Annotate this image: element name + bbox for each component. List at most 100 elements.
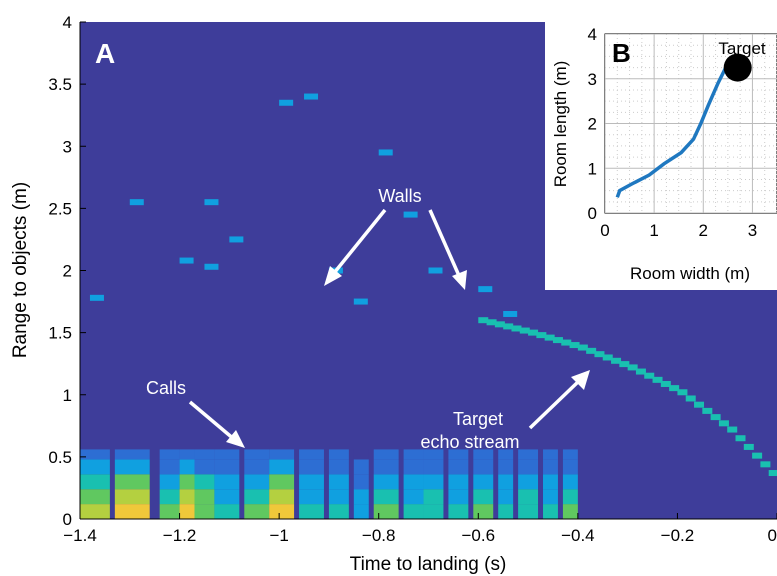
echo-stream-cell bbox=[519, 327, 530, 334]
call-cell bbox=[423, 474, 444, 490]
annotation-calls-text: Calls bbox=[146, 378, 186, 398]
call-cell bbox=[562, 489, 578, 505]
inset-x-tick-label: 0 bbox=[600, 221, 609, 240]
walls-arrow-left bbox=[328, 208, 387, 280]
call-cell bbox=[114, 474, 150, 490]
call-cell bbox=[498, 459, 514, 475]
call-cell bbox=[373, 474, 399, 490]
heatmap-cells bbox=[80, 93, 578, 519]
call-cell bbox=[299, 504, 324, 519]
echo-stream-cell bbox=[619, 361, 630, 368]
wall-echo-cell bbox=[279, 99, 294, 106]
call-cell bbox=[448, 459, 469, 475]
call-cell bbox=[403, 504, 424, 519]
call-cell bbox=[159, 459, 180, 475]
wall-echo-cell bbox=[304, 93, 319, 100]
call-cell bbox=[214, 459, 240, 475]
echo-stream-cell bbox=[694, 401, 705, 408]
call-cell bbox=[448, 504, 469, 519]
call-cell bbox=[80, 449, 110, 460]
echo-stream-cell bbox=[486, 319, 497, 326]
call-cell bbox=[403, 489, 424, 505]
y-tick-label: 3 bbox=[63, 137, 72, 156]
echo-stream-cell bbox=[586, 347, 597, 354]
call-cell bbox=[498, 474, 514, 490]
call-cell bbox=[373, 504, 399, 519]
call-cell bbox=[159, 474, 180, 490]
call-cell bbox=[543, 474, 558, 490]
call-cell bbox=[423, 449, 444, 460]
call-cell bbox=[114, 489, 150, 505]
target-arrow bbox=[528, 378, 582, 430]
inset-x-label: Room width (m) bbox=[630, 264, 750, 283]
annotation-target-echo: Target echo stream bbox=[420, 370, 590, 452]
echo-stream-cell bbox=[727, 426, 738, 433]
echo-stream-cell bbox=[652, 376, 663, 383]
call-cell bbox=[269, 449, 295, 460]
call-cell bbox=[328, 449, 349, 460]
call-cell bbox=[562, 449, 578, 460]
echo-stream-cell bbox=[768, 470, 777, 477]
echo-stream-cell bbox=[544, 334, 555, 341]
call-cell bbox=[518, 504, 539, 519]
call-cell bbox=[353, 459, 369, 475]
inset-y-tick-label: 1 bbox=[588, 159, 597, 178]
inset-y-ticks: 0 1 2 3 4 bbox=[588, 25, 597, 223]
echo-stream-cell bbox=[594, 351, 605, 358]
call-cell bbox=[159, 449, 180, 460]
echo-stream-cell bbox=[644, 372, 655, 379]
call-cell bbox=[214, 504, 240, 519]
call-cell bbox=[518, 489, 539, 505]
y-axis-ticks: 0 0.5 1 1.5 2 2.5 3 3.5 4 bbox=[48, 13, 86, 529]
echo-stream-cell bbox=[669, 385, 680, 392]
walls-arrow-left-head bbox=[324, 266, 342, 286]
echo-stream-cell bbox=[735, 435, 746, 442]
wall-echo-cell bbox=[503, 310, 518, 317]
call-cell bbox=[299, 449, 324, 460]
call-cell bbox=[114, 449, 150, 460]
call-cell bbox=[80, 474, 110, 490]
call-cell bbox=[244, 449, 270, 460]
call-cell bbox=[179, 504, 195, 519]
wall-echo-cell bbox=[229, 236, 244, 243]
call-cell bbox=[403, 449, 424, 460]
call-cell bbox=[194, 474, 215, 490]
call-cell bbox=[244, 489, 270, 505]
x-tick-label: −0.4 bbox=[561, 526, 595, 545]
call-cell bbox=[373, 489, 399, 505]
echo-stream-cells bbox=[478, 317, 777, 477]
call-cell bbox=[179, 459, 195, 475]
panel-b-label: B bbox=[612, 38, 631, 68]
annotation-calls: Calls bbox=[146, 378, 245, 448]
target-label: Target bbox=[718, 39, 766, 58]
call-cell bbox=[562, 474, 578, 490]
call-cell bbox=[498, 489, 514, 505]
call-cell bbox=[159, 504, 180, 519]
x-tick-label: −0.8 bbox=[362, 526, 396, 545]
x-tick-label: −1.4 bbox=[63, 526, 97, 545]
y-tick-label: 1.5 bbox=[48, 324, 72, 343]
call-cell bbox=[269, 489, 295, 505]
panel-a-label: A bbox=[95, 38, 115, 69]
call-cell bbox=[194, 489, 215, 505]
echo-stream-cell bbox=[677, 389, 688, 396]
wall-echo-cell bbox=[353, 298, 368, 305]
call-cell bbox=[473, 504, 494, 519]
call-cell bbox=[562, 504, 578, 519]
call-cell bbox=[244, 504, 270, 519]
call-cell bbox=[373, 449, 399, 460]
call-cell bbox=[403, 474, 424, 490]
call-cell bbox=[543, 459, 558, 475]
x-tick-label: −0.2 bbox=[661, 526, 695, 545]
wall-echo-cell bbox=[179, 257, 194, 264]
echo-stream-cell bbox=[660, 380, 671, 387]
annotation-target-line2: echo stream bbox=[420, 432, 519, 452]
call-cell bbox=[179, 489, 195, 505]
echo-stream-cell bbox=[743, 443, 754, 450]
call-cell bbox=[299, 489, 324, 505]
x-tick-label: −1.2 bbox=[163, 526, 197, 545]
inset-x-tick-label: 1 bbox=[649, 221, 658, 240]
call-cell bbox=[373, 459, 399, 475]
call-cell bbox=[244, 459, 270, 475]
walls-arrow-right bbox=[428, 209, 462, 279]
